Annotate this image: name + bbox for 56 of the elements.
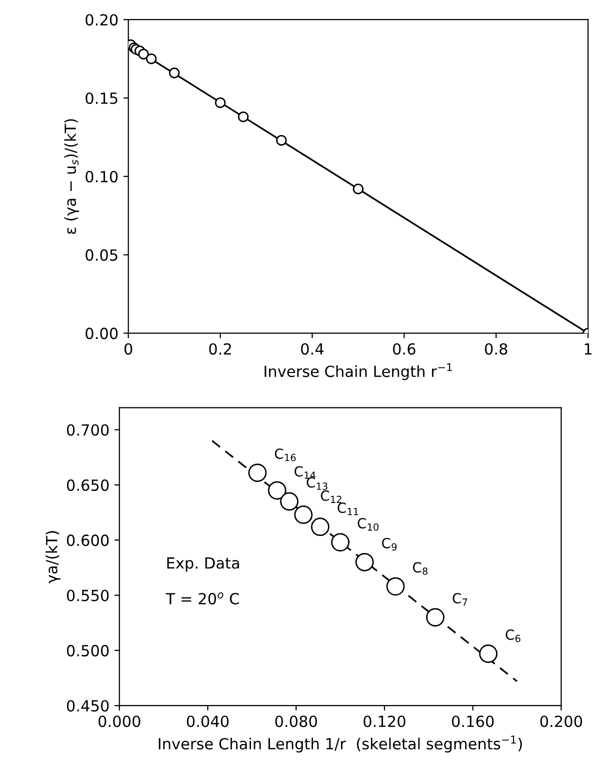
- point: [479, 644, 498, 663]
- point: [168, 68, 180, 78]
- y-tick-label: 0.600: [66, 534, 109, 546]
- point: [276, 134, 287, 146]
- annotation: C$_{13}$: [306, 477, 328, 490]
- y-axis-title: ε (γa − u$_{s}$)/(kT): [64, 119, 80, 234]
- annotation: C$_{9}$: [382, 538, 397, 551]
- x-axis-title: Inverse Chain Length r$^{−1}$: [264, 363, 452, 380]
- point: [426, 608, 444, 627]
- x-tick-label: 0.6: [393, 343, 416, 355]
- x-tick-label: 0.200: [540, 716, 582, 728]
- y-tick-label: 0.550: [66, 590, 109, 602]
- annotation: C$_{14}$: [294, 466, 316, 479]
- annotation: T = 20$^{o}$ C: [166, 592, 239, 604]
- point: [386, 577, 405, 596]
- y-tick-label: 0.10: [86, 170, 118, 182]
- point: [146, 53, 157, 64]
- point: [248, 464, 267, 482]
- point: [352, 184, 364, 194]
- x-tick-label: 0.040: [186, 716, 229, 728]
- x-tick-label: 0: [124, 343, 132, 355]
- x-axis-title: Inverse Chain Length 1/r (skeletal segments$^{−1}$): [158, 736, 522, 752]
- annotation: Exp. Data: [167, 557, 239, 572]
- point: [214, 97, 226, 108]
- x-tick-label: 1: [584, 343, 592, 355]
- annotation: C$_{11}$: [338, 502, 358, 516]
- point: [331, 533, 350, 552]
- point: [138, 48, 149, 60]
- annotation: C$_{16}$: [274, 448, 296, 462]
- x-tick-label: 0.8: [484, 343, 508, 355]
- y-tick-label: 0.00: [86, 328, 118, 340]
- annotation: C$_{8}$: [412, 562, 428, 575]
- y-tick-label: 0.05: [86, 249, 118, 261]
- point: [355, 552, 374, 572]
- point: [268, 481, 286, 500]
- x-tick-label: 0.4: [301, 343, 324, 355]
- y-tick-label: 0.20: [86, 14, 118, 26]
- point: [238, 111, 249, 122]
- point: [294, 506, 313, 524]
- y-tick-label: 0.650: [66, 479, 109, 491]
- y-tick-label: 0.15: [86, 92, 118, 104]
- x-tick-label: 0.080: [275, 716, 317, 728]
- y-tick-label: 0.450: [66, 700, 109, 712]
- y-axis-title: γa/(kT): [46, 531, 60, 584]
- x-tick-label: 0.120: [364, 716, 406, 728]
- annotation: C$_{10}$: [358, 518, 379, 531]
- point: [310, 518, 330, 536]
- x-tick-label: 0.160: [452, 716, 494, 728]
- annotation: C$_{7}$: [452, 593, 468, 606]
- annotation: C$_{12}$: [320, 490, 342, 503]
- y-tick-label: 0.500: [66, 644, 109, 656]
- x-tick-label: 0.2: [209, 343, 231, 355]
- point: [280, 492, 298, 511]
- annotation: C$_{6}$: [506, 629, 520, 642]
- x-tick-label: 0.000: [98, 716, 140, 728]
- y-tick-label: 0.700: [66, 424, 109, 436]
